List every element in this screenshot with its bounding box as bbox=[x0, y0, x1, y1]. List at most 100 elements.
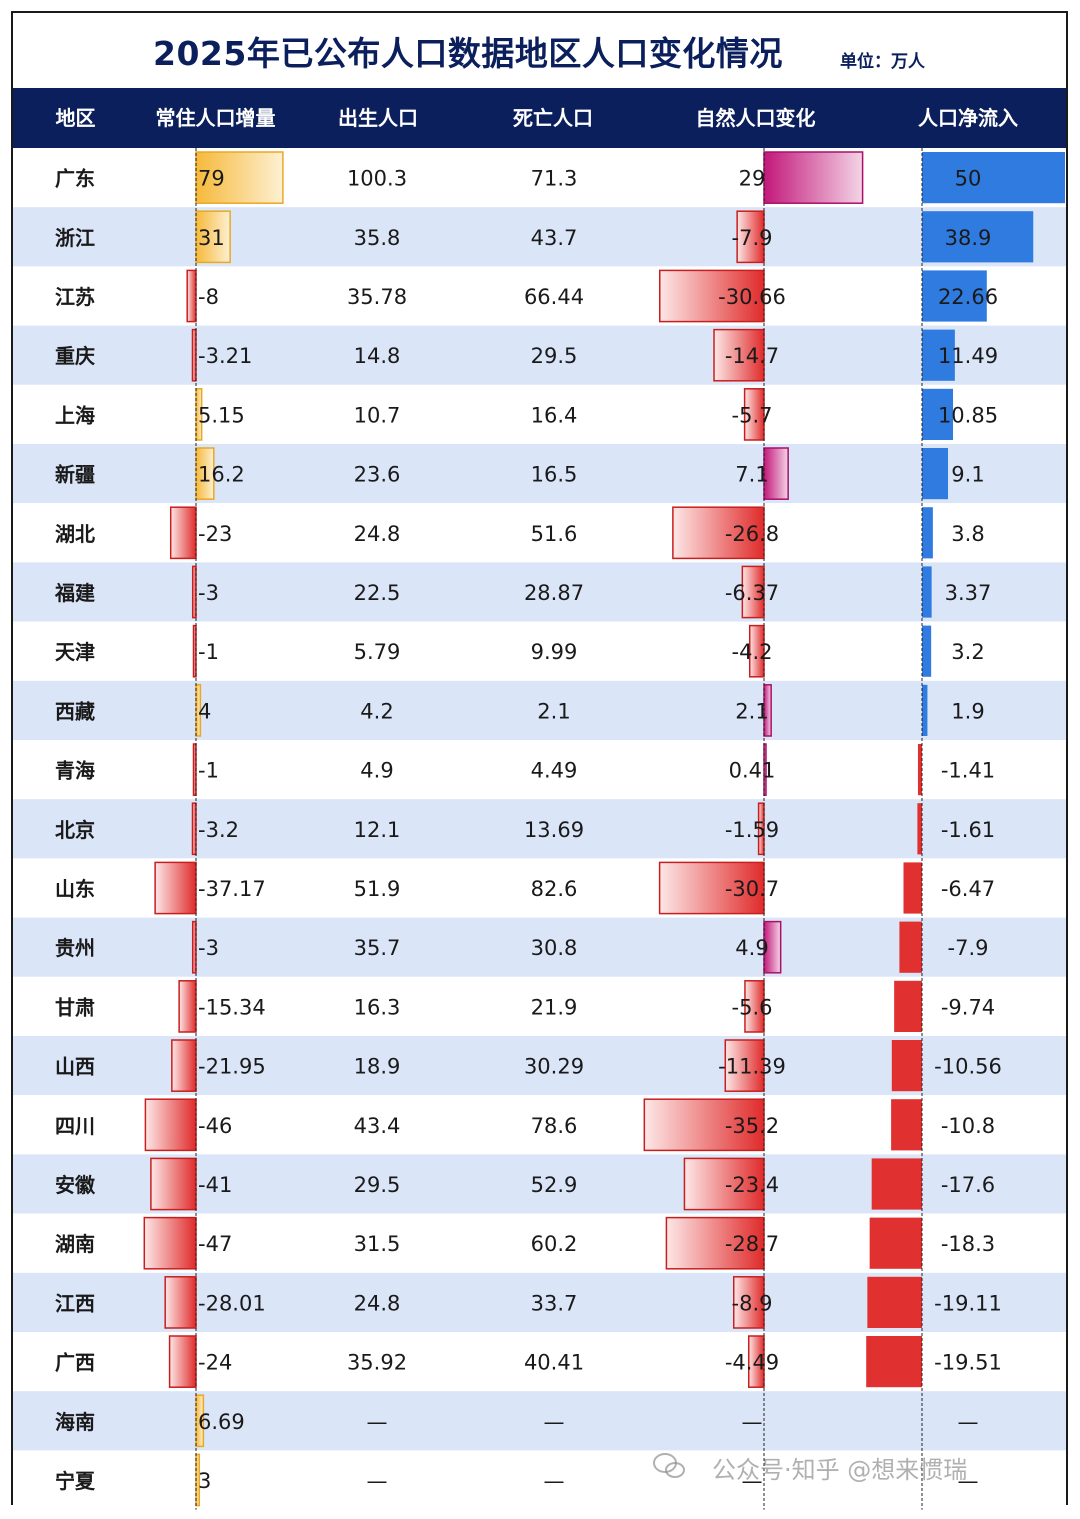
births-value: 23.6 bbox=[354, 463, 401, 487]
inflow-value: 38.9 bbox=[945, 226, 992, 250]
births-value: 29.5 bbox=[354, 1173, 401, 1197]
natural-bar bbox=[732, 1276, 765, 1329]
inflow-bar bbox=[922, 448, 949, 500]
natural-value: -4.49 bbox=[725, 1351, 779, 1375]
inflow-bar bbox=[869, 1217, 922, 1269]
natural-bar bbox=[736, 210, 765, 264]
natural-value: -7.9 bbox=[732, 226, 773, 250]
growth-value: 31 bbox=[198, 226, 225, 250]
births-value: 35.92 bbox=[347, 1351, 407, 1375]
inflow-bar bbox=[922, 566, 932, 618]
growth-bar bbox=[144, 1098, 197, 1152]
natural-value: -23.4 bbox=[725, 1173, 779, 1197]
region-label: 天津 bbox=[55, 640, 95, 664]
deaths-value: 9.99 bbox=[531, 640, 578, 664]
births-value: — bbox=[367, 1410, 388, 1434]
inflow-value: -19.51 bbox=[934, 1351, 1002, 1375]
deaths-value: 16.5 bbox=[531, 463, 578, 487]
inflow-bar bbox=[903, 862, 922, 914]
natural-value: 0.41 bbox=[729, 759, 776, 783]
region-label: 浙江 bbox=[55, 226, 95, 250]
inflow-bar bbox=[917, 744, 922, 796]
table-row bbox=[13, 799, 1066, 859]
region-label: 新疆 bbox=[55, 463, 95, 487]
natural-bar bbox=[643, 1098, 765, 1152]
natural-value: -28.7 bbox=[725, 1232, 779, 1256]
deaths-value: 40.41 bbox=[524, 1351, 584, 1375]
deaths-value: 13.69 bbox=[524, 818, 584, 842]
inflow-value: -10.56 bbox=[934, 1055, 1002, 1079]
inflow-bar bbox=[922, 625, 932, 677]
natural-bar bbox=[724, 1039, 765, 1092]
inflow-value: -18.3 bbox=[941, 1232, 995, 1256]
natural-bar bbox=[763, 151, 864, 204]
header-deaths: 死亡人口 bbox=[513, 106, 593, 130]
growth-value: -3 bbox=[198, 581, 219, 605]
growth-value: -1 bbox=[198, 759, 219, 783]
natural-value: -35.2 bbox=[725, 1114, 779, 1138]
growth-bar bbox=[186, 269, 197, 323]
inflow-bar bbox=[922, 388, 954, 440]
region-label: 四川 bbox=[55, 1114, 95, 1138]
region-label: 江苏 bbox=[55, 285, 95, 309]
region-label: 海南 bbox=[55, 1410, 95, 1434]
growth-value: -8 bbox=[198, 285, 219, 309]
inflow-value: 22.66 bbox=[938, 285, 998, 309]
growth-value: 16.2 bbox=[198, 463, 245, 487]
growth-value: -24 bbox=[198, 1351, 232, 1375]
births-value: 14.8 bbox=[354, 344, 401, 368]
natural-bar bbox=[741, 565, 765, 619]
region-label: 湖南 bbox=[55, 1232, 95, 1256]
growth-value: 3 bbox=[198, 1469, 211, 1493]
inflow-bar bbox=[922, 270, 987, 322]
table-row bbox=[13, 917, 1066, 977]
deaths-value: 60.2 bbox=[531, 1232, 578, 1256]
growth-value: -1 bbox=[198, 640, 219, 664]
growth-bar bbox=[191, 328, 197, 382]
growth-value: -15.34 bbox=[198, 995, 266, 1019]
inflow-value: -1.41 bbox=[941, 759, 995, 783]
watermark: 公众号·知乎 @想来惯瑞 bbox=[712, 1456, 968, 1484]
table-row bbox=[13, 1391, 1066, 1451]
natural-value: — bbox=[742, 1469, 763, 1493]
inflow-value: -17.6 bbox=[941, 1173, 995, 1197]
deaths-value: 21.9 bbox=[531, 995, 578, 1019]
inflow-value: 10.85 bbox=[938, 403, 998, 427]
inflow-value: -19.11 bbox=[934, 1291, 1002, 1315]
deaths-value: — bbox=[544, 1410, 565, 1434]
deaths-value: 16.4 bbox=[531, 403, 578, 427]
natural-value: -30.7 bbox=[725, 877, 779, 901]
growth-value: 5.15 bbox=[198, 403, 245, 427]
natural-bar bbox=[659, 269, 765, 323]
natural-value: 29 bbox=[739, 167, 766, 191]
natural-value: 2.1 bbox=[735, 699, 768, 723]
inflow-value: 3.8 bbox=[951, 522, 984, 546]
natural-bar bbox=[665, 1216, 765, 1270]
births-value: 12.1 bbox=[354, 818, 401, 842]
region-label: 北京 bbox=[55, 818, 95, 842]
births-value: 16.3 bbox=[354, 995, 401, 1019]
growth-value: -3.21 bbox=[198, 344, 252, 368]
region-label: 广西 bbox=[55, 1351, 95, 1375]
natural-value: -6.37 bbox=[725, 581, 779, 605]
inflow-value: 50 bbox=[955, 167, 982, 191]
inflow-value: 9.1 bbox=[951, 463, 984, 487]
natural-value: — bbox=[742, 1410, 763, 1434]
region-label: 广东 bbox=[55, 167, 95, 191]
inflow-value: 3.2 bbox=[951, 640, 984, 664]
table-row bbox=[13, 384, 1066, 444]
inflow-bar bbox=[891, 1099, 922, 1151]
header-natural: 自然人口变化 bbox=[695, 106, 816, 130]
growth-value: -41 bbox=[198, 1173, 232, 1197]
deaths-value: 30.29 bbox=[524, 1055, 584, 1079]
natural-value: -8.9 bbox=[732, 1291, 773, 1315]
inflow-value: 11.49 bbox=[938, 344, 998, 368]
natural-bar bbox=[713, 328, 765, 382]
growth-bar bbox=[191, 802, 197, 856]
table-row bbox=[13, 325, 1066, 385]
deaths-value: 33.7 bbox=[531, 1291, 578, 1315]
inflow-bar bbox=[894, 980, 922, 1032]
header-births: 出生人口 bbox=[338, 106, 418, 130]
births-value: 4.2 bbox=[360, 699, 393, 723]
inflow-bar bbox=[922, 507, 933, 559]
